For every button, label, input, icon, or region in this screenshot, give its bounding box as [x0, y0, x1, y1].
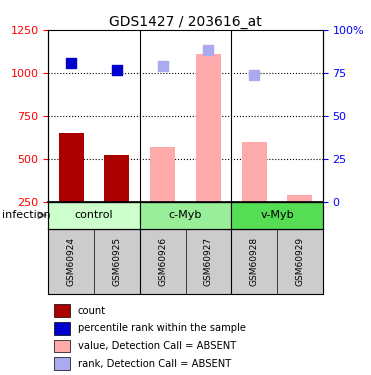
Point	[114, 66, 120, 72]
Bar	[150, 147, 175, 202]
Text: percentile rank within the sample: percentile rank within the sample	[78, 323, 246, 333]
Text: GSM60925: GSM60925	[112, 237, 121, 286]
Point	[68, 60, 74, 66]
Bar	[59, 133, 84, 202]
Bar	[104, 155, 129, 202]
Text: GSM60929: GSM60929	[295, 237, 304, 286]
Bar	[242, 142, 267, 202]
Point	[251, 72, 257, 78]
Text: value, Detection Call = ABSENT: value, Detection Call = ABSENT	[78, 341, 236, 351]
Text: v-Myb: v-Myb	[260, 210, 294, 220]
Text: c-Myb: c-Myb	[169, 210, 202, 220]
Bar	[140, 202, 231, 229]
Bar	[231, 202, 323, 229]
Bar	[196, 54, 221, 202]
Point	[206, 47, 211, 53]
Text: GSM60928: GSM60928	[250, 237, 259, 286]
Text: count: count	[78, 306, 106, 315]
Bar	[54, 322, 70, 335]
Text: GSM60924: GSM60924	[67, 237, 76, 286]
Bar	[287, 195, 312, 202]
Text: GSM60927: GSM60927	[204, 237, 213, 286]
Bar	[48, 202, 140, 229]
Bar	[54, 304, 70, 317]
Text: rank, Detection Call = ABSENT: rank, Detection Call = ABSENT	[78, 359, 231, 369]
Bar	[54, 339, 70, 352]
Text: GSM60926: GSM60926	[158, 237, 167, 286]
Bar	[54, 357, 70, 370]
Text: control: control	[75, 210, 113, 220]
Title: GDS1427 / 203616_at: GDS1427 / 203616_at	[109, 15, 262, 29]
Text: infection: infection	[2, 210, 50, 220]
Point	[160, 63, 165, 69]
